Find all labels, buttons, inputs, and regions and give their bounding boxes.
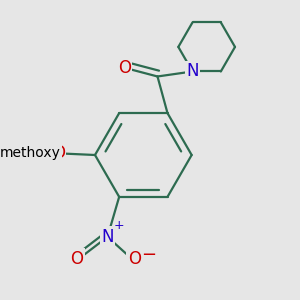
Text: O: O — [128, 250, 141, 268]
Text: N: N — [101, 228, 114, 246]
Text: methoxy: methoxy — [0, 146, 60, 160]
Text: +: + — [114, 219, 124, 232]
Text: O: O — [52, 144, 65, 162]
Text: O: O — [70, 250, 83, 268]
Text: N: N — [186, 62, 199, 80]
Text: −: − — [141, 246, 156, 264]
Text: O: O — [118, 59, 131, 77]
